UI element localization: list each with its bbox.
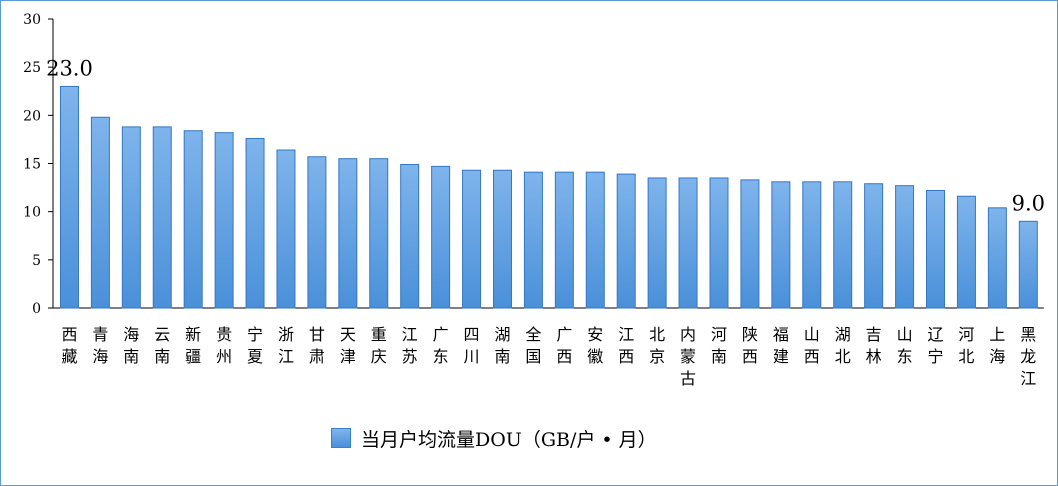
category-label: 江西 [618,325,634,366]
bar [1018,220,1038,309]
category-label: 河南 [711,325,727,366]
category-label: 湖南 [494,325,510,366]
data-label: 9.0 [1012,191,1045,215]
category-label: 云南 [154,325,170,366]
category-label: 四川 [464,325,480,366]
bar [554,171,574,309]
bar [400,163,420,309]
category-label: 河北 [958,325,974,366]
y-tick-label: 20 [23,108,41,124]
category-label: 北京 [649,325,665,366]
bar [740,179,760,309]
bar [802,181,822,309]
bar [956,195,976,309]
category-label: 贵州 [216,325,232,366]
category-label: 安徽 [587,325,603,366]
legend-swatch [331,428,351,448]
category-label: 甘肃 [309,325,325,366]
bars [59,85,1038,309]
category-label: 陕西 [742,325,758,366]
legend-label: 当月户均流量DOU（GB/户 • 月） [361,428,657,451]
bar [987,207,1007,309]
category-label: 西藏 [61,325,77,366]
category-label: 上海 [989,325,1005,366]
category-label: 江苏 [402,325,418,366]
bar [864,183,884,309]
y-tick-label: 10 [23,205,41,221]
data-label: 23.0 [46,56,93,80]
category-label: 广东 [433,325,449,366]
legend: 当月户均流量DOU（GB/户 • 月） [331,426,657,451]
bar [276,149,296,309]
category-label: 湖北 [835,325,851,366]
bar [307,156,327,309]
bar [338,158,358,309]
y-tick-label: 0 [32,301,41,317]
category-label: 青海 [92,325,108,366]
category-label: 辽宁 [927,325,943,366]
bar [59,85,79,309]
bar [462,169,482,309]
bar [183,130,203,309]
category-label: 浙江 [278,325,294,366]
category-label: 新疆 [185,325,201,366]
category-label: 内蒙古 [680,325,696,388]
category-label: 山西 [804,325,820,366]
y-tick-label: 15 [23,157,41,173]
bar [833,181,853,309]
bar [926,189,945,309]
bar [492,169,512,309]
category-label: 黑龙江 [1020,325,1036,388]
category-label: 重庆 [371,325,387,366]
bar [245,137,265,309]
category-label: 吉林 [866,325,882,366]
category-label: 广西 [556,325,572,366]
bar [152,126,172,309]
y-tick-label: 5 [32,253,41,269]
bar [895,185,915,309]
bar [585,171,605,309]
bar [678,177,698,309]
category-label: 山东 [897,325,913,366]
bar [90,116,110,309]
bar [616,173,636,309]
category-label: 海南 [123,325,139,366]
bar [647,177,667,309]
bar [709,177,729,309]
bar [771,181,791,309]
category-label: 全国 [525,325,541,366]
category-label: 福建 [773,325,789,366]
bar [523,171,543,309]
y-tick-label: 30 [23,12,41,28]
y-tick-label: 25 [23,60,41,76]
bar [121,126,141,309]
bar [431,165,451,309]
category-labels: 西藏青海海南云南新疆贵州宁夏浙江甘肃天津重庆江苏广东四川湖南全国广西安徽江西北京… [61,325,1036,388]
bar [214,132,234,309]
bar [369,158,389,309]
data-labels: 23.0 9.0 [46,56,1045,215]
category-label: 天津 [340,325,356,366]
category-label: 宁夏 [247,325,263,366]
